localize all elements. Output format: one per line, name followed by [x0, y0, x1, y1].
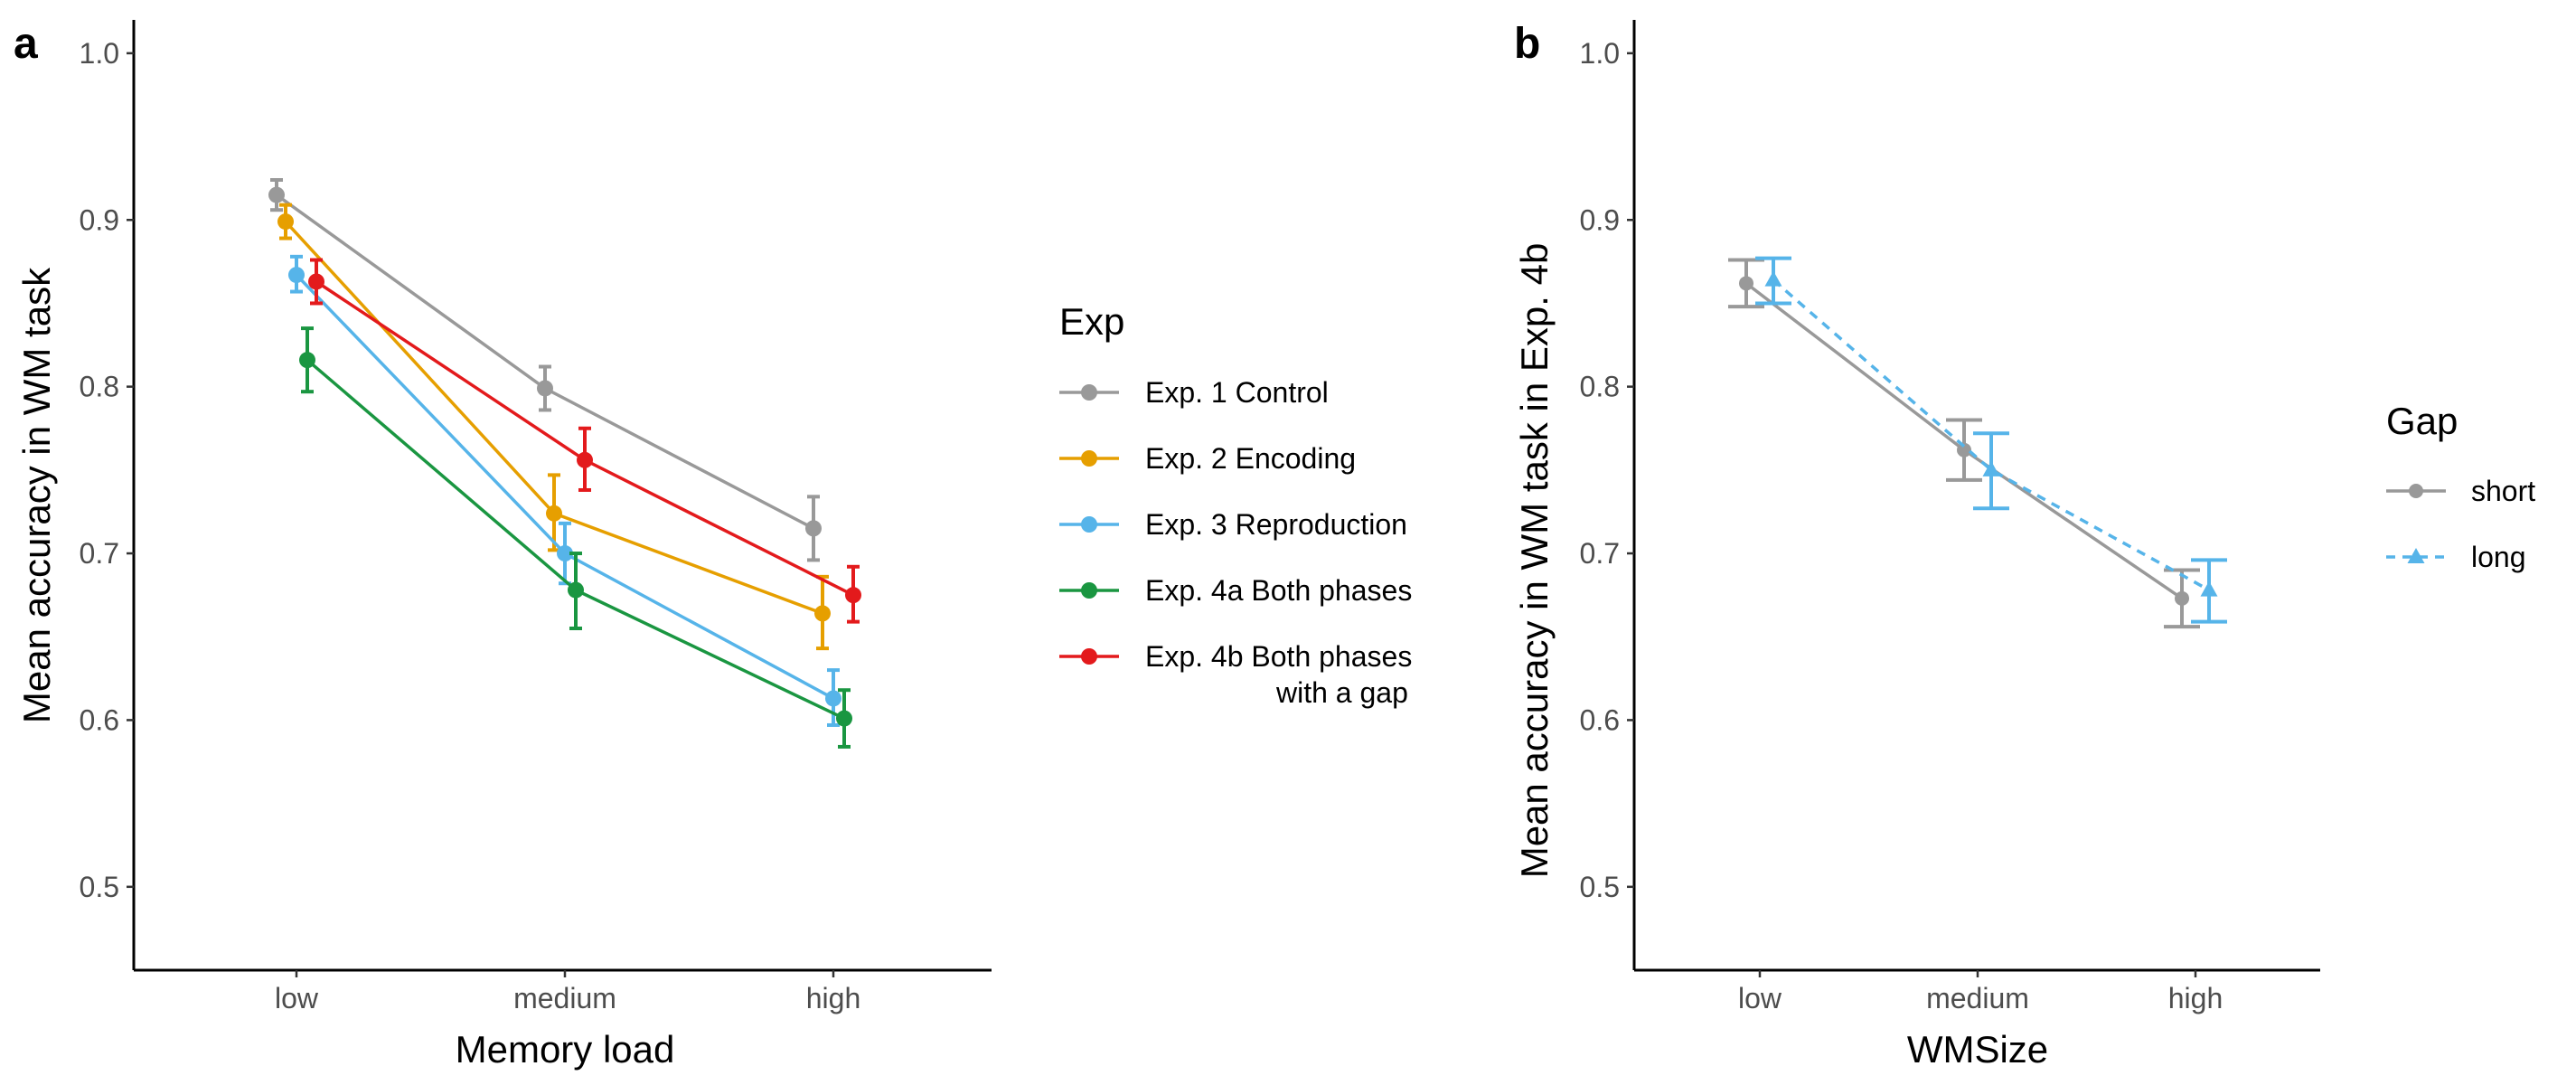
panel-b-data-point [2175, 590, 2189, 606]
panel-b-y-axis-title: Mean accuracy in WM task in Exp. 4b [1513, 243, 1556, 879]
panel-a-y-tick-label: 0.9 [80, 203, 119, 236]
panel-b-label: b [1514, 20, 1540, 68]
panel-a-y-tick-label: 0.6 [80, 703, 119, 736]
panel-a-legend-label: Exp. 3 Reproduction [1145, 508, 1407, 541]
panel-a-data-point [268, 186, 285, 203]
panel-a-series-line [284, 220, 823, 616]
panel-a-data-point [277, 213, 294, 231]
panel-b-x-tick-label: low [1738, 982, 1782, 1014]
panel-a-legend-label: Exp. 1 Control [1145, 376, 1329, 409]
panel-a-data-point [814, 605, 831, 622]
panel-a-series-line [306, 358, 845, 721]
panel-a-y-tick-label: 0.7 [80, 537, 119, 570]
panel-a-label: a [14, 20, 38, 68]
panel-a-x-axis-title: Memory load [456, 1028, 675, 1071]
panel-a-series-line [275, 193, 814, 530]
panel-a-legend-label: Exp. 4b Both phases [1145, 640, 1412, 673]
panel-b-y-tick-label: 0.7 [1580, 537, 1620, 570]
panel-a-x-tick-label: low [275, 982, 319, 1014]
panel-b-data-point [1739, 276, 1753, 291]
panel-b-chart: b Mean accuracy in WM task in Exp. 4b WM… [1513, 20, 2535, 1071]
panel-a-data-point [836, 710, 852, 727]
panel-a-legend-key-marker [1081, 384, 1097, 401]
panel-b-y-tick-label: 0.9 [1580, 203, 1620, 236]
panel-b-y-tick-label: 0.6 [1580, 703, 1620, 736]
panel-a-data-point [825, 690, 841, 707]
panel-b-legend-label: short [2471, 475, 2535, 507]
panel-b-legend-label: long [2471, 541, 2526, 573]
panel-a-chart: a Mean accuracy in WM task Memory load E… [14, 20, 1412, 1071]
panel-b-x-tick-label: high [2168, 982, 2223, 1014]
panel-a-y-tick-label: 1.0 [80, 37, 119, 70]
panel-a-legend-key-marker [1081, 648, 1097, 665]
panel-b-legend-key-marker [2407, 548, 2425, 563]
panel-a-data-point [288, 267, 305, 284]
panel-a-data-point [805, 520, 822, 537]
panel-a-legend-key-marker [1081, 582, 1097, 599]
panel-a-data-point [577, 451, 593, 468]
panel-b-data-point [1957, 442, 1971, 458]
panel-a-data-point [557, 545, 573, 562]
panel-a-y-axis-title: Mean accuracy in WM task [15, 267, 58, 723]
panel-a-data-point [308, 273, 324, 290]
panel-b-data-point [2200, 580, 2218, 597]
panel-b-y-tick-label: 1.0 [1580, 37, 1620, 70]
panel-a-data-point [299, 352, 315, 369]
panel-b-data-point [1982, 460, 2000, 476]
panel-a-x-tick-label: high [806, 982, 861, 1014]
panel-a-legend-label: with a gap [1275, 676, 1408, 709]
panel-a-legend-title: Exp [1059, 300, 1124, 343]
panel-a-x-tick-label: medium [513, 982, 616, 1014]
panel-b-y-tick-label: 0.8 [1580, 371, 1620, 403]
panel-a-data-point [537, 380, 553, 397]
panel-a-data-point [845, 587, 861, 604]
panel-a-series-line [295, 273, 834, 700]
panel-b-x-tick-label: medium [1926, 982, 2029, 1014]
panel-b-legend-title: Gap [2386, 400, 2458, 442]
panel-b-legend-key-marker [2409, 484, 2423, 498]
panel-b-y-tick-label: 0.5 [1580, 871, 1620, 903]
panel-a-legend-key-marker [1081, 450, 1097, 467]
panel-b-data-point [1764, 270, 1782, 287]
panel-a-y-tick-label: 0.5 [80, 871, 119, 903]
panel-b-x-axis-title: WMSize [1907, 1028, 2048, 1071]
panel-a-legend-label: Exp. 2 Encoding [1145, 442, 1356, 475]
panel-a-legend-key-marker [1081, 516, 1097, 533]
panel-a-data-point [546, 505, 562, 522]
panel-a-legend-label: Exp. 4a Both phases [1145, 574, 1412, 607]
panel-a-y-tick-label: 0.8 [80, 371, 119, 403]
panel-a-data-point [568, 581, 584, 599]
